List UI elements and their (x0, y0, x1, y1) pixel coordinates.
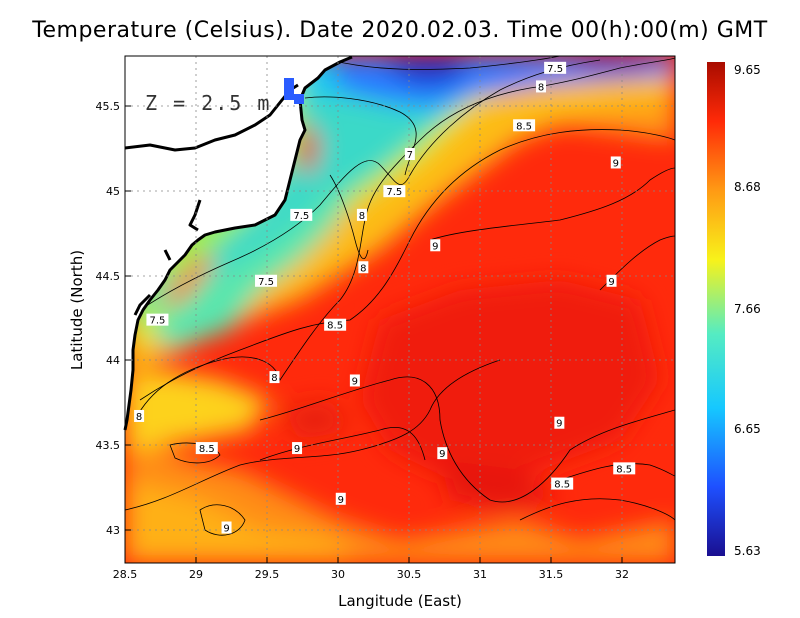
colorbar: 9.65 8.68 7.66 6.65 5.63 (707, 62, 761, 558)
colorbar-label: 6.65 (734, 422, 761, 436)
contour-label: 8.5 (199, 444, 215, 455)
contour-7-5-north (329, 56, 561, 70)
contour-label: 8 (359, 211, 365, 222)
contour-8-5 (139, 129, 675, 401)
y-tick-label: 44.5 (96, 270, 121, 283)
contour-label-bg (335, 492, 346, 505)
contour-label: 9 (613, 158, 619, 169)
contour-label-bg (195, 442, 218, 455)
contour-7-5-band (139, 59, 601, 311)
contour-label-bg (324, 318, 347, 331)
contour-label-bg (358, 261, 369, 274)
contour-label-bg (551, 477, 574, 490)
contour-label-bg (383, 185, 406, 198)
contour-label-bg (513, 119, 536, 132)
contour-label: 9 (352, 376, 358, 387)
contour-8-inner (329, 174, 369, 260)
colorbar-label: 5.63 (734, 544, 761, 558)
colorbar-label: 9.65 (734, 63, 761, 77)
x-tick-labels: 28.5 29 29.5 30 30.5 31 31.5 32 (113, 568, 629, 581)
contour-label: 9 (608, 277, 614, 288)
plot-frame (124, 55, 676, 564)
contour-label: 9 (432, 241, 438, 252)
contour-label-bg (613, 462, 636, 475)
contour-label-bg (606, 274, 617, 287)
contour-label: 8.5 (327, 321, 343, 332)
contour-label-bg (404, 148, 415, 161)
contour-label-bg (221, 521, 232, 534)
y-tick-label: 43.5 (96, 439, 121, 452)
lagoon-cell (294, 94, 304, 104)
contour-label: 8 (360, 263, 366, 274)
contour-label-bg (554, 416, 565, 429)
contour-label-bg (146, 313, 169, 326)
contour-label: 8 (538, 82, 544, 93)
contour-label-bg (536, 80, 547, 93)
contour-label-bg (349, 374, 360, 387)
tick-marks (125, 105, 623, 563)
x-tick-label: 31 (473, 568, 487, 581)
contour-label: 9 (223, 524, 229, 535)
x-tick-label: 31.5 (539, 568, 564, 581)
page-title: Temperature (Celsius). Date 2020.02.03. … (32, 18, 768, 43)
y-tick-label: 44 (106, 354, 120, 367)
contour-label: 8.5 (516, 121, 532, 132)
contour-label: 9 (439, 449, 445, 460)
contour-label-bg (610, 156, 621, 169)
colorbar-label: 7.66 (734, 302, 761, 316)
grid (125, 56, 675, 563)
y-tick-label: 45.5 (96, 100, 121, 113)
y-axis-label: Latitude (North) (68, 250, 86, 370)
contour-8-5-south (125, 359, 501, 511)
contour-label: 8 (271, 373, 277, 384)
contour-label: 7.5 (547, 64, 563, 75)
contour-label: 9 (556, 419, 562, 430)
y-tick-label: 45 (106, 185, 120, 198)
contour-8-5-se (559, 463, 675, 481)
contour-label-bg (437, 447, 448, 460)
colorbar-ramp (707, 62, 725, 556)
y-tick-labels: 43 43.5 44 44.5 45 45.5 (96, 100, 121, 537)
contour-9-mid (259, 427, 426, 461)
x-axis-label: Langitude (East) (338, 592, 462, 610)
contour-label-bg (134, 409, 145, 422)
x-tick-label: 28.5 (113, 568, 138, 581)
contour-9-east (599, 235, 675, 291)
x-tick-label: 32 (615, 568, 629, 581)
x-tick-label: 30 (331, 568, 345, 581)
contour-label-bg (356, 208, 367, 221)
contour-label-bg (269, 371, 280, 384)
x-tick-label: 29 (189, 568, 203, 581)
contour-8-5-se2 (519, 498, 675, 521)
x-tick-label: 30.5 (397, 568, 422, 581)
colorbar-label: 8.68 (734, 180, 761, 194)
contour-label: 8.5 (616, 464, 632, 475)
contour-label: 7.5 (386, 187, 402, 198)
contour-9-sw (199, 504, 246, 536)
lagoon-cell (284, 78, 294, 100)
x-tick-label: 29.5 (255, 568, 280, 581)
contour-label: 8.5 (554, 480, 570, 491)
contour-label: 9 (338, 495, 344, 506)
contour-label-bg (430, 239, 441, 252)
contour-label: 8 (136, 412, 142, 423)
contour-9-north (429, 167, 675, 241)
contour-label: 7.5 (149, 316, 165, 327)
contour-8-5-sw (169, 442, 221, 464)
depth-label: Z = 2.5 m (145, 91, 271, 115)
contour-label: 7.5 (293, 211, 309, 222)
contour-label: 7.5 (258, 277, 274, 288)
contour-label-bg (290, 208, 313, 221)
y-tick-label: 43 (106, 524, 120, 537)
contour-label-bg (544, 61, 567, 74)
contour-label-bg (255, 274, 278, 287)
contour-label: 9 (294, 444, 300, 455)
contour-9-center (259, 376, 675, 503)
contour-label: 7 (407, 150, 413, 161)
contour-label-bg (292, 442, 303, 455)
